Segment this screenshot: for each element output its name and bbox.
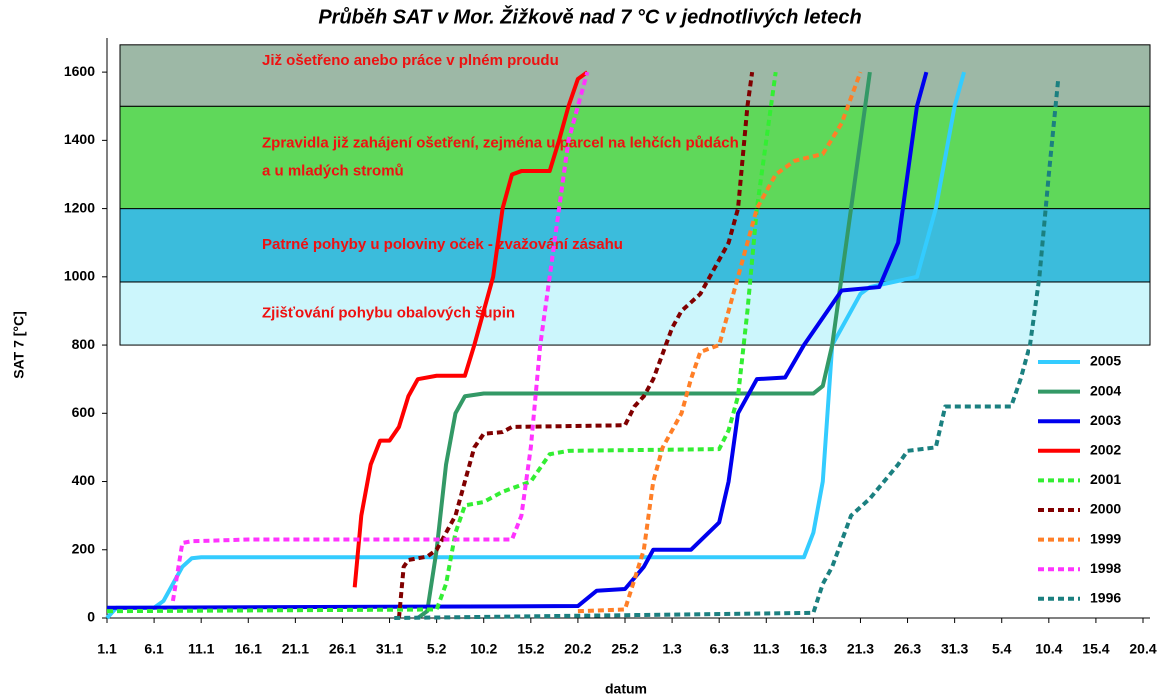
- x-axis-label: datum: [605, 681, 647, 697]
- y-tick-label: 1200: [64, 199, 95, 215]
- series-line: [577, 71, 863, 614]
- x-tick-label: 11.3: [753, 641, 780, 657]
- y-tick-label: 1000: [64, 268, 95, 284]
- x-tick-label: 16.1: [235, 641, 262, 657]
- x-tick-label: 5.2: [427, 641, 447, 657]
- legend-label: 1998: [1090, 560, 1121, 576]
- series-line: [106, 71, 778, 614]
- x-tick-label: 21.1: [282, 641, 309, 657]
- x-tick-label: 26.1: [329, 641, 356, 657]
- band-label: Patrné pohyby u poloviny oček - zvažován…: [262, 236, 623, 253]
- series-line: [352, 70, 589, 588]
- legend-label: 2005: [1090, 353, 1121, 369]
- y-tick-label: 600: [72, 404, 96, 420]
- band-label: a u mladých stromů: [262, 162, 404, 179]
- x-tick-label: 20.4: [1129, 641, 1156, 657]
- band-label: Zjišťování pohybu obalových šupin: [262, 304, 515, 321]
- y-tick-label: 800: [72, 336, 96, 352]
- legend-label: 1999: [1090, 530, 1121, 546]
- y-tick-label: 1400: [64, 131, 95, 147]
- y-tick-label: 0: [87, 609, 95, 625]
- x-tick-label: 6.1: [144, 641, 164, 657]
- x-tick-label: 20.2: [564, 641, 591, 657]
- x-tick-label: 31.3: [941, 641, 968, 657]
- y-tick-label: 1600: [64, 63, 95, 79]
- y-tick-label: 200: [72, 540, 96, 556]
- x-tick-label: 1.3: [662, 641, 682, 657]
- series-line: [416, 71, 872, 620]
- x-tick-label: 10.2: [470, 641, 497, 657]
- y-axis-label: SAT 7 [°C]: [11, 311, 27, 379]
- band: [119, 281, 1151, 346]
- x-tick-label: 15.2: [517, 641, 544, 657]
- legend-label: 2000: [1090, 501, 1121, 517]
- x-tick-label: 6.3: [709, 641, 729, 657]
- legend-label: 2002: [1090, 442, 1121, 458]
- band: [119, 208, 1151, 283]
- y-tick-label: 400: [72, 472, 96, 488]
- series-line: [396, 71, 755, 619]
- legend-label: 1996: [1090, 590, 1121, 606]
- series-line: [105, 71, 966, 620]
- x-tick-label: 26.3: [894, 641, 921, 657]
- x-tick-label: 10.4: [1035, 641, 1062, 657]
- series-line: [170, 71, 590, 602]
- x-tick-label: 21.3: [847, 641, 874, 657]
- band: [119, 44, 1151, 107]
- chart-title: Průběh SAT v Mor. Žižkově nad 7 °C v jed…: [318, 4, 861, 28]
- legend-label: 2004: [1090, 382, 1121, 398]
- band: [119, 105, 1151, 210]
- x-tick-label: 31.1: [376, 641, 403, 657]
- x-tick-label: 5.4: [992, 641, 1012, 657]
- band-label: Již ošetřeno anebo práce v plném proudu: [262, 52, 559, 69]
- band-label: Zpravidla již zahájení ošetření, zejména…: [262, 134, 739, 151]
- x-tick-label: 16.3: [800, 641, 827, 657]
- legend-label: 2003: [1090, 412, 1121, 428]
- x-tick-label: 15.4: [1082, 641, 1109, 657]
- series-line: [107, 71, 929, 610]
- x-tick-label: 25.2: [611, 641, 638, 657]
- legend-label: 2001: [1090, 471, 1121, 487]
- series-line: [394, 78, 1061, 620]
- x-tick-label: 1.1: [97, 641, 117, 657]
- x-tick-label: 11.1: [188, 641, 215, 657]
